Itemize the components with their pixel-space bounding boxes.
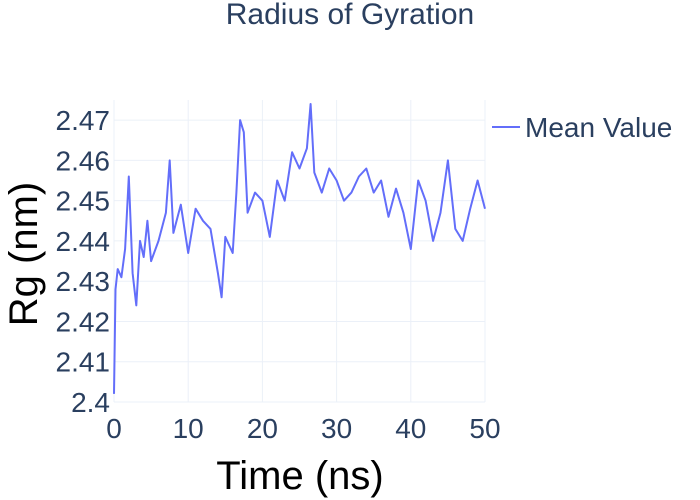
x-axis-title: Time (ns) — [216, 454, 383, 498]
tick-labels: 0 10 20 30 40 50 2.4 2.41 2.42 2.43 2.44 2.45 2.46 2.… — [56, 105, 501, 444]
x-tick-label: 0 — [106, 413, 122, 444]
x-tick-label: 20 — [247, 413, 278, 444]
y-tick-label: 2.42 — [56, 306, 111, 337]
y-tick-label: 2.4 — [71, 387, 110, 418]
x-tick-label: 10 — [173, 413, 204, 444]
x-tick-label: 50 — [469, 413, 500, 444]
y-tick-label: 2.47 — [56, 105, 111, 136]
grid — [113, 100, 486, 403]
x-tick-label: 30 — [321, 413, 352, 444]
x-tick-label: 40 — [395, 413, 426, 444]
y-tick-label: 2.41 — [56, 347, 111, 378]
legend[interactable]: Mean Value — [492, 112, 672, 143]
y-tick-label: 2.46 — [56, 145, 111, 176]
chart-title: Radius of Gyration — [226, 0, 474, 31]
y-axis-title: Rg (nm) — [2, 182, 46, 326]
y-tick-label: 2.45 — [56, 186, 111, 217]
legend-label: Mean Value — [525, 112, 672, 143]
y-tick-label: 2.44 — [56, 226, 111, 257]
y-tick-label: 2.43 — [56, 266, 111, 297]
series-line-mean-value[interactable] — [113, 103, 486, 394]
series-layer — [113, 103, 486, 394]
